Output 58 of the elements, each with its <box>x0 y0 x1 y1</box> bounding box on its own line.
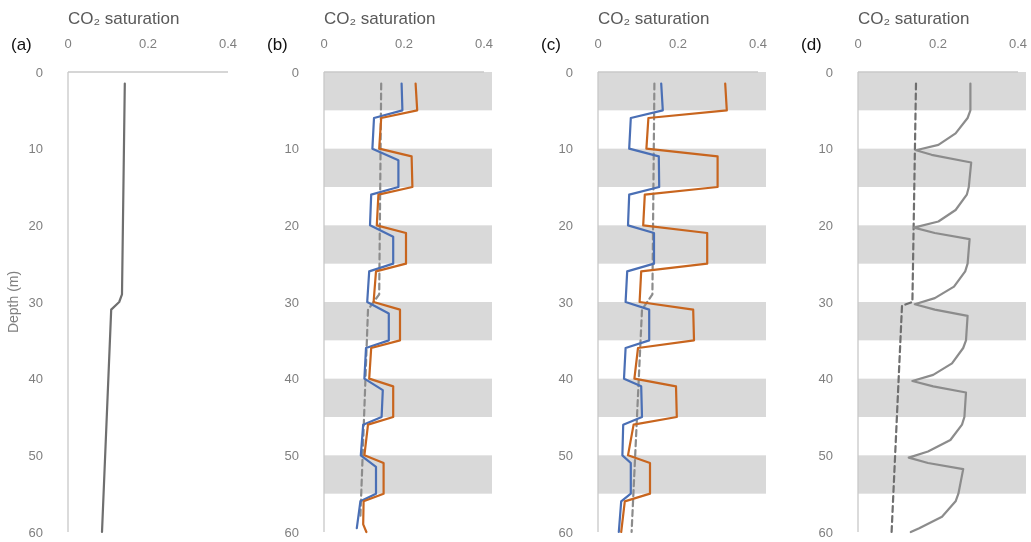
x-tick-label: 0 <box>854 36 862 51</box>
y-tick-label: 60 <box>28 524 43 540</box>
y-tick-label: 0 <box>35 64 43 80</box>
y-axis-title: Depth (m) <box>5 270 21 334</box>
y-tick-label: 20 <box>558 217 573 233</box>
x-axis-title: CO₂ saturation <box>858 9 970 28</box>
y-tick-label: 30 <box>284 294 299 310</box>
x-tick-label: 0 <box>64 36 72 51</box>
x-tick-label: 0.4 <box>1008 36 1028 51</box>
y-tick-label: 40 <box>818 371 833 387</box>
line-series <box>617 82 664 534</box>
x-axis-title: CO₂ saturation <box>324 9 436 28</box>
x-tick-label: 0.2 <box>928 36 948 51</box>
y-tick-label: 40 <box>558 371 573 387</box>
x-tick-label: 0.2 <box>394 36 414 51</box>
x-tick-label: 0.4 <box>474 36 494 51</box>
x-tick-label: 0 <box>320 36 328 51</box>
line-series <box>620 82 728 534</box>
y-tick-label: 60 <box>818 524 833 540</box>
line-series <box>362 82 419 534</box>
x-tick-label: 0.4 <box>748 36 768 51</box>
text: (a) <box>11 35 32 54</box>
y-tick-label: 50 <box>558 447 573 463</box>
x-axis-title: CO₂ saturation <box>68 9 180 28</box>
y-tick-label: 10 <box>558 141 573 157</box>
y-tick-label: 40 <box>284 371 299 387</box>
y-tick-label: 10 <box>284 141 299 157</box>
line-series <box>355 82 404 530</box>
y-tick-label: 30 <box>818 294 833 310</box>
y-tick-label: 50 <box>818 447 833 463</box>
x-tick-label: 0 <box>594 36 602 51</box>
line-series <box>907 82 973 534</box>
y-tick-label: 40 <box>28 371 43 387</box>
y-tick-label: 10 <box>818 141 833 157</box>
y-tick-label: 10 <box>28 141 43 157</box>
line-series <box>100 82 126 534</box>
text: (b) <box>267 35 288 54</box>
x-tick-label: 0.4 <box>218 36 238 51</box>
y-tick-label: 50 <box>28 447 43 463</box>
x-axis-title: CO₂ saturation <box>598 9 710 28</box>
text: (c) <box>541 35 561 54</box>
y-tick-label: 0 <box>291 64 299 80</box>
y-tick-label: 50 <box>284 447 299 463</box>
line-series <box>630 82 656 534</box>
x-tick-label: 0.2 <box>138 36 158 51</box>
y-tick-label: 30 <box>558 294 573 310</box>
y-tick-label: 20 <box>818 217 833 233</box>
y-tick-label: 20 <box>28 217 43 233</box>
y-tick-label: 60 <box>284 524 299 540</box>
line-series <box>890 82 918 534</box>
y-tick-label: 0 <box>565 64 573 80</box>
y-tick-label: 60 <box>558 524 573 540</box>
y-tick-label: 30 <box>28 294 43 310</box>
x-tick-label: 0.2 <box>668 36 688 51</box>
y-tick-label: 20 <box>284 217 299 233</box>
text: (d) <box>801 35 822 54</box>
y-tick-label: 0 <box>825 64 833 80</box>
line-series <box>359 82 383 518</box>
